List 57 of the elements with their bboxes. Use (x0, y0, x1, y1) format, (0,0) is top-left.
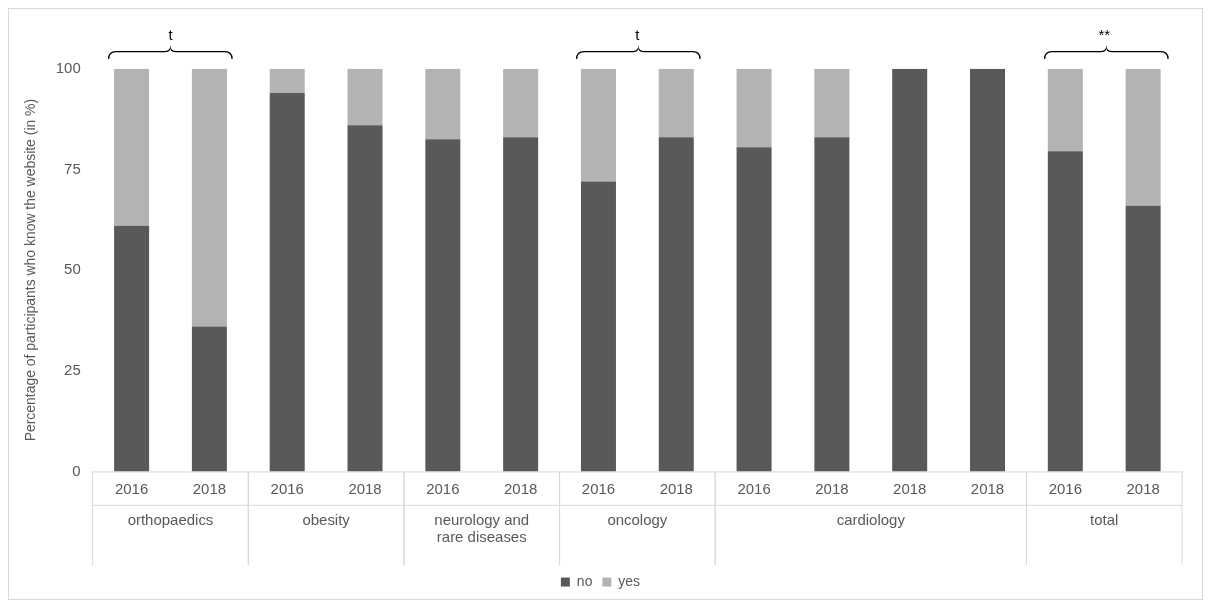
bar (503, 68, 539, 138)
bar (814, 68, 850, 138)
bar (269, 68, 305, 93)
y-tick-label: 25 (64, 360, 81, 378)
bar (580, 68, 616, 182)
bar (191, 68, 227, 327)
text: orthopaedics (127, 510, 214, 528)
y-tick-label: 75 (64, 159, 81, 177)
bar (658, 68, 694, 138)
text: total (1090, 510, 1119, 528)
bar (503, 137, 539, 472)
bar (892, 68, 928, 472)
bar (736, 147, 772, 472)
x-tick-label: 2018 (504, 480, 538, 498)
y-axis-title: Percentage of participants who know the website (in %) (22, 98, 39, 442)
y-tick-label: 50 (64, 260, 81, 278)
bar (1047, 151, 1083, 472)
x-tick-label: 2018 (192, 480, 227, 498)
y-tick-label: 0 (72, 461, 81, 479)
text: ** (1098, 25, 1111, 43)
bar (425, 68, 461, 140)
x-tick-label: 2016 (581, 480, 616, 498)
bar (970, 68, 1006, 472)
legend-label: no (576, 572, 593, 589)
x-tick-label: 2018 (970, 480, 1005, 498)
x-tick-label: 2018 (1126, 480, 1160, 498)
bar (814, 137, 850, 472)
bar (580, 181, 616, 472)
bar (1125, 68, 1161, 206)
y-tick-label: 100 (55, 58, 81, 76)
x-tick-label: 2016 (1048, 480, 1082, 498)
bar (269, 92, 305, 472)
bar (736, 68, 772, 148)
x-tick-label: 2018 (659, 480, 693, 498)
x-tick-label: 2018 (348, 480, 382, 498)
text: obesity (302, 510, 351, 528)
bar (191, 326, 227, 472)
bar (1047, 68, 1083, 152)
bar (114, 68, 150, 226)
bar (425, 139, 461, 472)
x-tick-label: 2018 (815, 480, 849, 498)
x-tick-label: 2016 (426, 480, 460, 498)
text: neurology and rare diseases (434, 510, 530, 545)
bar (658, 137, 694, 472)
text: t (635, 25, 641, 43)
text: t (168, 25, 174, 43)
x-tick-label: 2016 (737, 480, 771, 498)
bar (114, 225, 150, 472)
x-tick-label: 2016 (114, 480, 149, 498)
bar (347, 68, 383, 126)
legend-label: yes (618, 572, 641, 589)
x-tick-label: 2018 (893, 480, 927, 498)
bar (1125, 205, 1161, 472)
text: cardiology (836, 510, 906, 528)
text: oncology (607, 510, 668, 528)
bar (347, 125, 383, 472)
x-tick-label: 2016 (270, 480, 304, 498)
